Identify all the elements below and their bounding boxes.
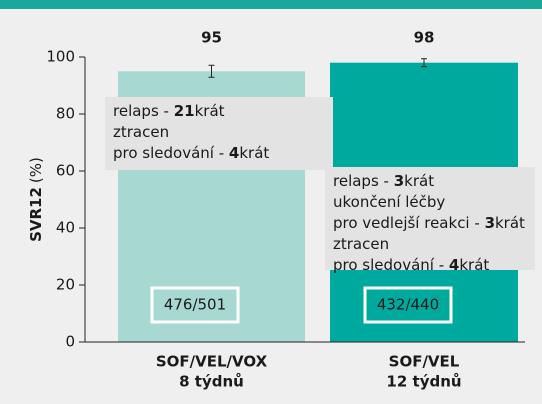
y-tick-label: 40 <box>56 219 75 237</box>
y-tick-label: 20 <box>56 276 75 294</box>
x-tick-label: 8 týdnů <box>179 373 244 391</box>
annotation-line: ztracen <box>333 235 389 253</box>
y-axis-label-part: (%) <box>27 157 45 183</box>
annotation-run: ztracen <box>113 123 169 141</box>
annotation-line: relaps - 3krát <box>333 172 434 190</box>
value-label: 98 <box>414 29 435 47</box>
y-tick-label: 0 <box>65 333 75 351</box>
y-axis-label-part: SVR12 <box>27 187 45 242</box>
y-tick-label: 100 <box>46 48 75 66</box>
annotation-run: krát <box>459 256 489 274</box>
count-box <box>363 286 453 324</box>
annotation-run: ukončení léčby <box>333 193 445 211</box>
annotation-run: krát <box>239 144 269 162</box>
value-label: 95 <box>201 29 222 47</box>
annotation-run: 21 <box>174 102 195 120</box>
annotation-run: pro sledování - <box>333 256 449 274</box>
annotation-run: krát <box>404 172 434 190</box>
top-band <box>0 0 542 9</box>
count-label: 432/440 <box>377 296 439 314</box>
x-tick-label: SOF/VEL <box>389 353 460 371</box>
x-tick-label: 12 týdnů <box>386 373 461 391</box>
annotation-line: ztracen <box>113 123 169 141</box>
annotation-line: ukončení léčby <box>333 193 445 211</box>
annotation-run: ztracen <box>333 235 389 253</box>
annotation-box <box>325 167 535 270</box>
annotation-line: pro sledování - 4krát <box>333 256 489 274</box>
annotation-run: krát <box>495 214 525 232</box>
annotation-run: 3 <box>485 214 495 232</box>
annotation-run: 4 <box>229 144 239 162</box>
y-axis-label: SVR12 (%) <box>27 157 45 242</box>
annotation-run: pro sledování - <box>113 144 229 162</box>
annotation-run: relaps - <box>113 102 174 120</box>
y-tick-label: 80 <box>56 105 75 123</box>
x-tick-label: SOF/VEL/VOX <box>156 353 268 371</box>
annotation-box <box>105 97 333 170</box>
annotation-line: relaps - 21krát <box>113 102 225 120</box>
count-box <box>150 286 240 324</box>
annotation-run: pro vedlejší reakci - <box>333 214 485 232</box>
y-tick-label: 60 <box>56 162 75 180</box>
annotation-line: pro vedlejší reakci - 3krát <box>333 214 525 232</box>
annotation-run: 4 <box>449 256 459 274</box>
count-label: 476/501 <box>164 296 226 314</box>
annotation-run: 3 <box>394 172 404 190</box>
annotation-run: relaps - <box>333 172 394 190</box>
annotation-run: krát <box>195 102 225 120</box>
annotation-line: pro sledování - 4krát <box>113 144 269 162</box>
